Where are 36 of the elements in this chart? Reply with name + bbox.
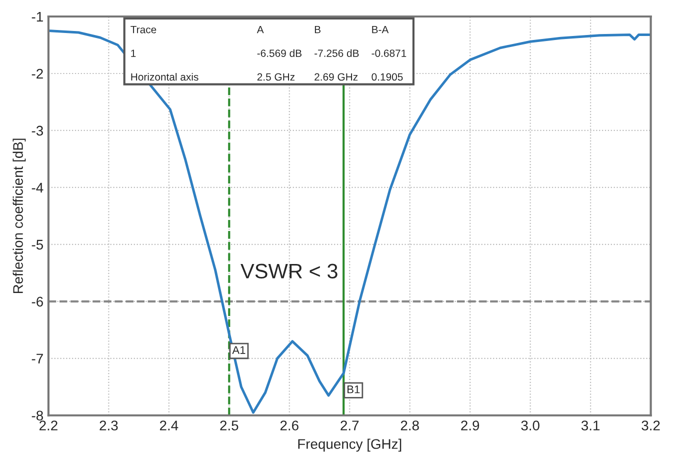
y-tick-label: -1: [32, 12, 43, 22]
x-tick-label: 3.0: [521, 420, 540, 430]
annotation: 1: [131, 50, 136, 57]
annotation: B-A: [372, 26, 389, 34]
x-tick-label: 2.5: [220, 420, 238, 430]
annotation: -0.6871: [372, 50, 406, 57]
x-tick-label: 2.2: [40, 420, 58, 430]
x-tick-label: 2.7: [340, 420, 359, 430]
x-axis-title: Frequency [GHz]: [298, 438, 402, 452]
x-tick-label: 2.3: [100, 420, 118, 430]
annotation: 2.5 GHz: [257, 73, 295, 81]
annotation: -7.256 dB: [314, 49, 359, 57]
x-tick-label: 2.6: [280, 420, 298, 430]
y-tick-label: -8: [32, 410, 43, 421]
annotation: B: [314, 26, 320, 34]
annotation: 2.69 GHz: [314, 73, 358, 81]
annotation: -6.569 dB: [257, 49, 302, 57]
annotation: A: [256, 26, 264, 34]
y-tick-label: -3: [32, 126, 43, 136]
y-tick-label: -4: [32, 182, 44, 192]
annotation: Trace: [130, 26, 156, 34]
x-tick-label: 2.8: [400, 420, 419, 430]
x-tick-label: 2.4: [160, 420, 178, 430]
y-tick-label: -6: [32, 296, 43, 307]
ref-line-label: A1: [232, 346, 246, 354]
y-tick-label: -5: [32, 240, 44, 250]
annotation: 0.1905: [372, 73, 403, 81]
y-tick-label: -7: [32, 354, 43, 364]
x-tick-label: 3.1: [581, 420, 600, 430]
y-axis-title: Reflection coefficient [dB]: [12, 138, 26, 294]
x-tick-label: 3.2: [642, 420, 660, 430]
annotation: Horizontal axis: [131, 72, 198, 81]
y-tick-label: -2: [32, 68, 43, 79]
ref-line-label: VSWR < 3: [240, 264, 338, 279]
x-tick-label: 2.9: [461, 420, 480, 430]
ref-line-label: B1: [348, 386, 360, 394]
